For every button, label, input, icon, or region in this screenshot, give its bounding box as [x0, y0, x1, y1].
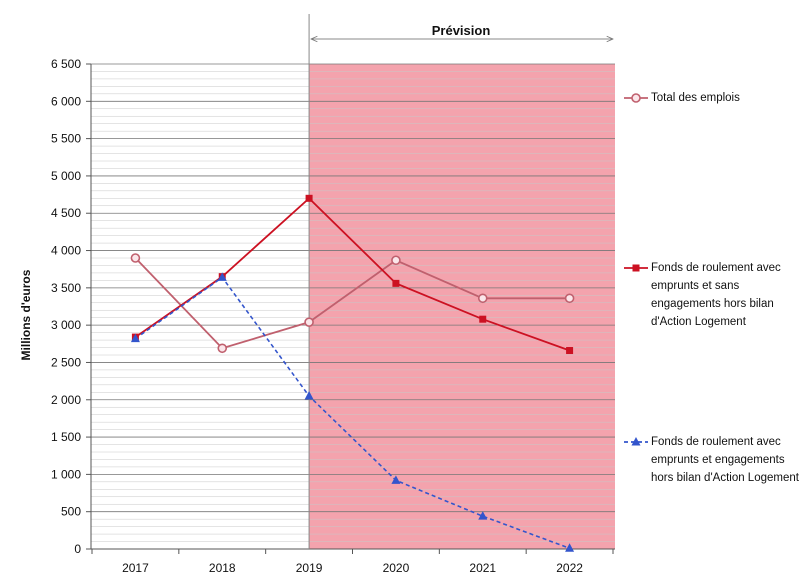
legend-item-1-marker [631, 93, 641, 103]
y-tick-label: 4 000 [51, 244, 81, 258]
series-3-point [217, 272, 227, 281]
x-tick-label: 2022 [556, 561, 583, 575]
series-1-point [130, 253, 141, 263]
x-tick-label: 2018 [209, 561, 236, 575]
x-tick-label: 2020 [383, 561, 410, 575]
y-axis-label: Millions d'euros [19, 269, 33, 360]
series-3-point [130, 333, 140, 343]
series-lines [134, 197, 570, 550]
x-tick-label: 2021 [469, 561, 496, 575]
y-tick-label: 500 [61, 505, 81, 519]
y-tick-label: 5 500 [51, 132, 81, 146]
y-tick-label: 6 500 [51, 57, 81, 71]
series-2-point [305, 194, 313, 202]
series-2-point [392, 279, 400, 287]
legend-item-3-marker [631, 437, 641, 446]
series-1-point [477, 293, 488, 304]
x-tick-label: 2019 [296, 561, 323, 575]
forecast-region [309, 64, 615, 549]
grid-lines [91, 63, 615, 550]
series-1-point [391, 255, 401, 266]
y-tick-label: 1 000 [51, 467, 81, 481]
series-markers [130, 194, 575, 552]
series-3-point [304, 391, 314, 400]
y-tick-label: 5 000 [51, 169, 81, 183]
y-tick-label: 1 500 [51, 430, 81, 444]
legend [624, 93, 648, 446]
y-tick-label: 3 500 [51, 281, 81, 295]
legend-item-3-label: Fonds de roulement avec emprunts et enga… [651, 436, 799, 484]
legend-item-2-label: Fonds de roulement avec emprunts et sans… [651, 262, 781, 328]
series-1-point [564, 293, 575, 304]
y-tick-label: 6 000 [51, 94, 81, 108]
series-2-line [134, 197, 570, 352]
series-1-line [134, 257, 570, 350]
series-1-point [217, 343, 228, 354]
series-3-line [134, 276, 570, 550]
series-2-point [479, 315, 487, 323]
y-tick-label: 3 000 [51, 318, 81, 332]
series-1-point [304, 317, 314, 327]
y-tick-label: 2 000 [51, 393, 81, 407]
y-tick-label: 4 500 [51, 206, 81, 220]
legend-item-2-marker [632, 264, 640, 272]
series-2-point [566, 347, 574, 355]
series-3-point [391, 475, 401, 484]
series-3-point [565, 543, 575, 552]
forecast-label: Prévision [432, 23, 491, 38]
series-3-point [478, 511, 488, 520]
legend-item-1-label: Total des emplois [651, 92, 740, 104]
y-tick-label: 0 [74, 542, 81, 556]
x-tick-label: 2017 [122, 561, 149, 575]
plot-background [91, 64, 615, 549]
axes [86, 14, 615, 554]
tick-labels: 0 500 1 000 1 500 2 000 2 500 3 000 3 500 4 000 4… [51, 57, 583, 575]
y-tick-label: 2 500 [51, 355, 81, 369]
